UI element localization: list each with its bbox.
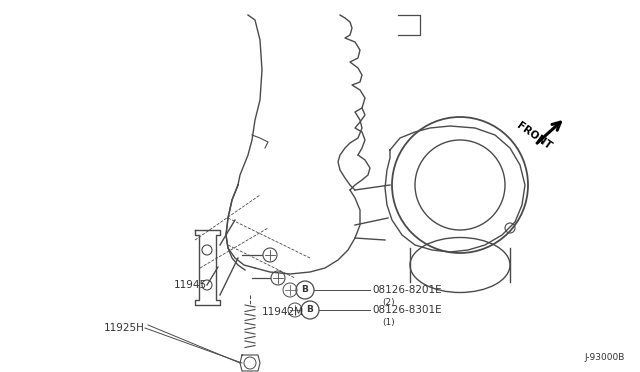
Text: (2): (2)	[382, 298, 395, 308]
Text: B: B	[307, 305, 314, 314]
Text: J-93000B: J-93000B	[584, 353, 625, 362]
Text: FRONT: FRONT	[515, 121, 554, 152]
Text: 11925H: 11925H	[104, 323, 145, 333]
Text: 11942M: 11942M	[262, 307, 304, 317]
Text: 08126-8201E: 08126-8201E	[372, 285, 442, 295]
Text: (1): (1)	[382, 318, 395, 327]
Text: 08126-8301E: 08126-8301E	[372, 305, 442, 315]
Text: B: B	[301, 285, 308, 295]
Text: 11945: 11945	[174, 280, 207, 290]
